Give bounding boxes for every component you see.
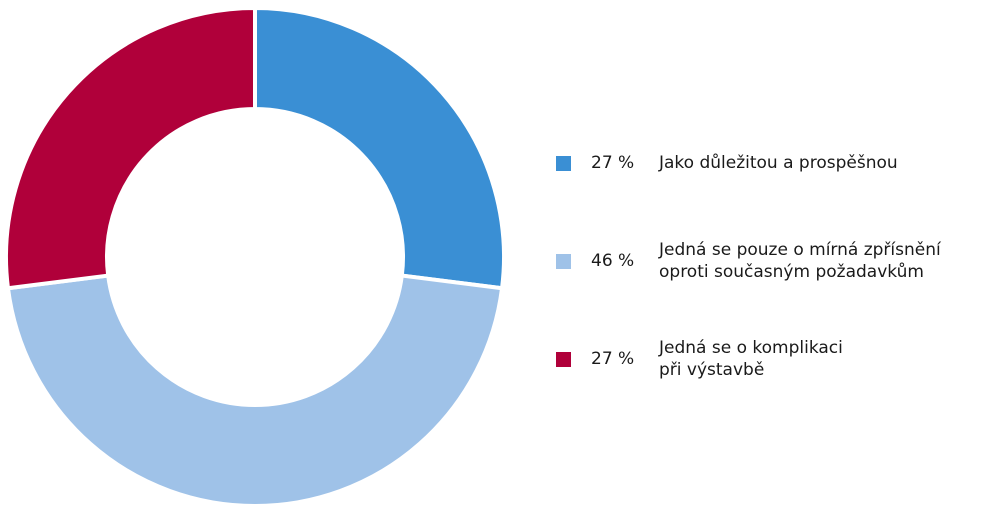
value-label: 46 % (591, 251, 635, 271)
donut-slice (5, 273, 505, 505)
value-label: 27 % (591, 153, 635, 173)
legend-item: 27 % Jako důležitou a prospěšnou (556, 133, 898, 193)
legend-label: Jedná se o komplikaci při výstavbě (659, 338, 843, 380)
legend-label: Jedná se pouze o mírná zpřísnění oproti … (659, 240, 941, 282)
legend-swatch (556, 155, 571, 171)
legend-item: 27 % Jedná se o komplikaci při výstavbě (556, 329, 843, 389)
legend-item: 46 % Jedná se pouze o mírná zpřísnění opr… (556, 231, 941, 291)
legend-swatch (556, 351, 571, 367)
donut-slice (4, 5, 257, 291)
donut (4, 5, 506, 505)
donut-slice (253, 5, 506, 291)
legend-swatch (556, 253, 571, 269)
value-label: 27 % (591, 349, 635, 369)
legend-label: Jako důležitou a prospěšnou (659, 153, 898, 173)
